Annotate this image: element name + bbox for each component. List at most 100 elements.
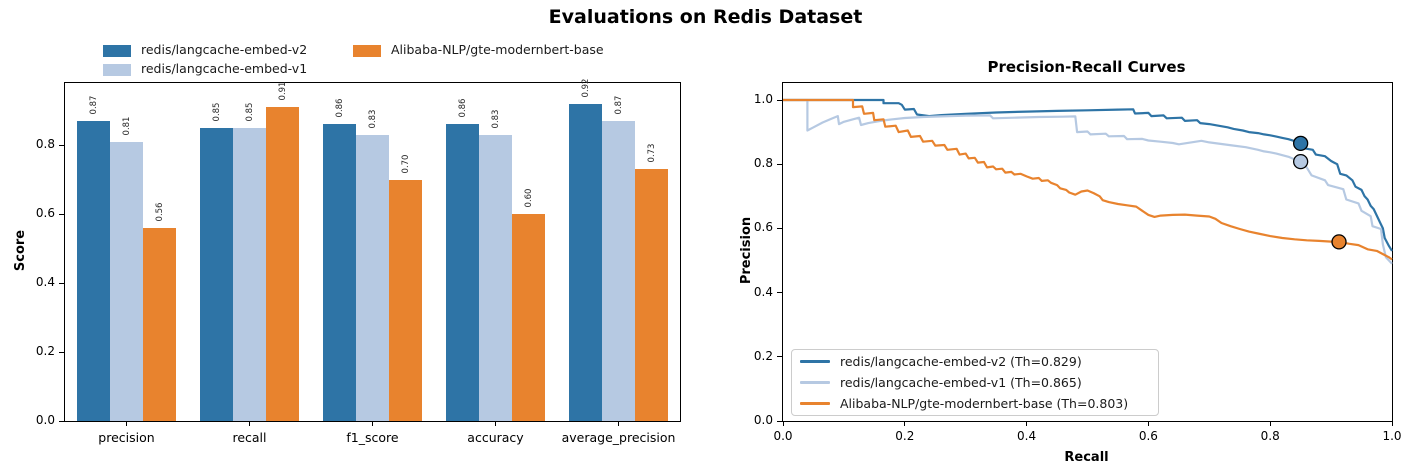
pr-legend-row: Alibaba-NLP/gte-modernbert-base (Th=0.80… [800,395,1150,413]
operating-point-marker [1331,234,1347,250]
y-tick [59,213,64,215]
bar-value-label: 0.56 [154,202,165,222]
legend-swatch [103,45,131,57]
x-tick-label: 0.4 [1017,429,1037,443]
pr-chart-title: Precision-Recall Curves [987,58,1186,76]
y-tick [777,227,782,229]
x-tick-label: 1.0 [1382,429,1402,443]
bar [512,214,545,421]
pr-legend-line-swatch [800,381,830,384]
x-tick [904,421,906,426]
x-tick [782,421,784,426]
y-tick [59,144,64,146]
bar-value-label: 0.81 [121,116,132,136]
pr-curves-svg [783,98,1393,265]
legend-label: Alibaba-NLP/gte-modernbert-base [391,42,604,57]
y-tick-label: 1.0 [753,92,773,106]
bar-value-label: 0.85 [211,102,222,122]
bar-value-label: 0.86 [334,98,345,118]
bar-value-label: 0.83 [490,109,501,129]
pr-curve-redis-langcache-embed-v2 [783,98,1393,252]
legend-swatch [353,45,381,57]
bar-value-label: 0.86 [457,98,468,118]
bar [110,141,143,421]
pr-legend-row: redis/langcache-embed-v1 (Th=0.865) [800,374,1150,392]
legend-swatch [103,64,131,76]
legend-label: redis/langcache-embed-v2 [141,42,308,57]
bar-chart-axes: 0.0 0.2 0.4 0.6 0.8 precision 0.87 0.81 0.56 reca… [36,78,681,445]
pr-legend-label: redis/langcache-embed-v1 (Th=0.865) [840,375,1082,390]
figure-title: Evaluations on Redis Dataset [548,6,863,28]
x-tick [1269,421,1271,426]
y-tick-label: 0.8 [753,156,773,171]
y-tick [777,420,782,422]
pr-legend-label: redis/langcache-embed-v2 (Th=0.829) [840,354,1082,369]
x-tick-label: recall [232,430,267,445]
bar-value-label: 0.73 [646,143,657,163]
y-tick-label: 0.0 [35,413,55,427]
x-tick [618,421,619,426]
pr-curve-redis-langcache-embed-v1 [783,98,1393,265]
y-tick [777,163,782,165]
y-tick [59,420,64,422]
x-tick [1026,421,1028,426]
bar-value-label: 0.70 [400,154,411,174]
x-tick [372,421,373,426]
x-tick-label: 0.0 [773,429,793,443]
bar [77,120,110,421]
x-tick-label: precision [98,430,155,445]
x-tick [126,421,127,426]
pr-legend-row: redis/langcache-embed-v2 (Th=0.829) [800,353,1150,371]
bar [389,179,422,421]
pr-chart-legend: redis/langcache-embed-v2 (Th=0.829) redis… [791,349,1159,416]
pr-chart-x-axis-label: Recall [1064,450,1109,465]
bar [200,127,233,421]
x-tick [1391,421,1393,426]
pr-legend-line-swatch [800,402,830,405]
legend-label: redis/langcache-embed-v1 [141,61,308,76]
pr-chart-axes: 0.0 0.2 0.4 0.6 0.8 1.0 0.0 0.2 0.4 0.6 0.8 1.0 redi… [754,82,1402,443]
bar [143,227,176,421]
y-tick [777,356,782,358]
pr-legend-line-swatch [800,360,830,363]
x-tick-label: f1_score [346,430,399,445]
bar [602,120,635,421]
bar-value-label: 0.85 [244,102,255,122]
bar [569,103,602,421]
bar [635,169,668,421]
bar-value-label: 0.60 [523,188,534,208]
x-tick-label: 0.8 [1260,429,1280,443]
bar [323,124,356,421]
x-tick-label: accuracy [467,430,524,445]
y-tick-label: 0.2 [753,348,773,363]
x-tick [249,421,250,426]
y-tick-label: 0.2 [35,344,55,359]
bar-value-label: 0.83 [367,109,378,129]
bar [479,134,512,421]
bar-chart-y-axis-label: Score [13,229,29,272]
x-tick-label: 0.6 [1138,429,1158,443]
x-tick-label: average_precision [561,430,676,445]
bar [233,127,266,421]
x-tick-label: 0.2 [895,429,915,443]
bar [266,107,299,421]
pr-legend-label: Alibaba-NLP/gte-modernbert-base (Th=0.80… [840,396,1129,411]
y-tick [777,99,782,101]
x-tick [1147,421,1149,426]
pr-curve-alibaba-nlp-gte-modernbert-base [783,98,1393,261]
operating-point-marker [1293,135,1309,151]
y-tick [777,292,782,294]
y-tick-label: 0.4 [753,284,773,299]
x-tick [495,421,496,426]
bar-value-label: 0.87 [613,95,624,115]
operating-point-marker [1293,153,1309,170]
y-tick [59,351,64,353]
y-tick-label: 0.6 [753,220,773,235]
bar [446,124,479,421]
bar [356,134,389,421]
y-tick-label: 0.8 [35,137,55,152]
y-tick [59,282,64,284]
y-tick-label: 0.6 [35,206,55,221]
bar-value-label: 0.87 [88,95,99,115]
